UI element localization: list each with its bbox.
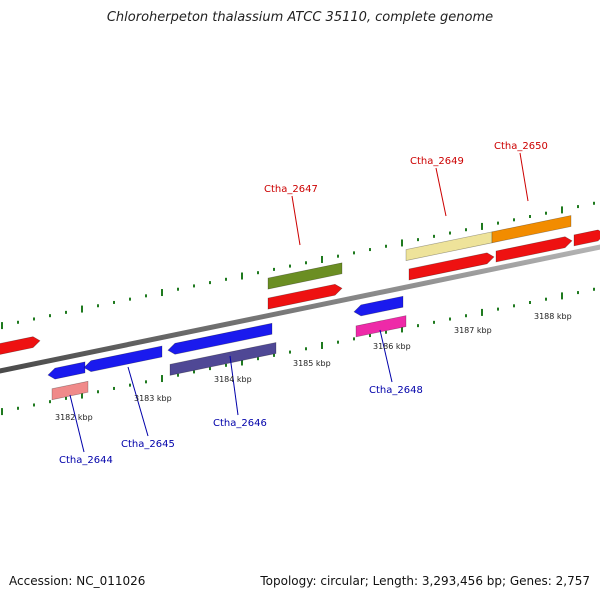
gene-label-ctha-2647[interactable]: Ctha_2647 <box>264 184 318 195</box>
gene-arrow-ctha-2646-cds <box>167 322 273 355</box>
gene-label-ctha-2648[interactable]: Ctha_2648 <box>369 385 423 396</box>
tick-label-3188: 3188 kbp <box>534 312 572 321</box>
genome-backbone <box>0 244 600 374</box>
gene-arrow-ctha-2649-cds <box>408 252 495 281</box>
tick-label-3182: 3182 kbp <box>55 413 93 422</box>
accession-text: Accession: NC_011026 <box>9 574 146 588</box>
label-leader-lines <box>69 152 529 453</box>
gene-arrow-ctha-2647-cds <box>267 283 343 310</box>
map-title: Chloroherpeton thalassium ATCC 35110, co… <box>106 10 494 25</box>
tick-label-3186: 3186 kbp <box>373 342 411 351</box>
gene-arrow-ctha-2648-cds <box>353 295 404 317</box>
gene-label-ctha-2650[interactable]: Ctha_2650 <box>494 141 548 152</box>
leader-ctha-2645 <box>127 366 149 437</box>
gene-label-ctha-2645[interactable]: Ctha_2645 <box>121 439 175 450</box>
tick-label-3187: 3187 kbp <box>454 326 492 335</box>
feature-track <box>0 215 600 401</box>
gene-arrow-ctha-2647-gene <box>267 262 343 290</box>
leader-ctha-2644 <box>69 394 85 453</box>
gene-arrow-red-right <box>573 229 600 247</box>
gene-arrow-ctha-2644-gene <box>51 380 89 401</box>
leader-ctha-2648 <box>379 329 393 383</box>
gene-arrow-ctha-2646-gene <box>169 342 277 376</box>
genome-info-text: Topology: circular; Length: 3,293,456 bp… <box>260 574 590 588</box>
tick-label-3185: 3185 kbp <box>293 359 331 368</box>
gene-arrow-ctha-2650-gene <box>491 215 572 244</box>
gene-arrow-ctha-2650-cds <box>495 236 573 263</box>
gene-label-ctha-2646[interactable]: Ctha_2646 <box>213 418 267 429</box>
upper-tick-track <box>1 201 595 330</box>
tick-label-3183: 3183 kbp <box>134 394 172 403</box>
leader-ctha-2650 <box>519 152 529 202</box>
gene-arrow-ctha-2644-cds <box>47 361 86 380</box>
leader-ctha-2647 <box>291 195 301 246</box>
tick-label-3184: 3184 kbp <box>214 375 252 384</box>
leader-ctha-2649 <box>435 167 447 217</box>
gene-label-ctha-2644[interactable]: Ctha_2644 <box>59 455 113 466</box>
leader-ctha-2646 <box>229 355 239 416</box>
gene-arrow-ctha-2645-cds <box>83 345 163 372</box>
gene-label-ctha-2649[interactable]: Ctha_2649 <box>410 156 464 167</box>
gene-arrow-red-left <box>0 336 41 355</box>
gene-arrow-ctha-2648-gene <box>355 315 407 338</box>
